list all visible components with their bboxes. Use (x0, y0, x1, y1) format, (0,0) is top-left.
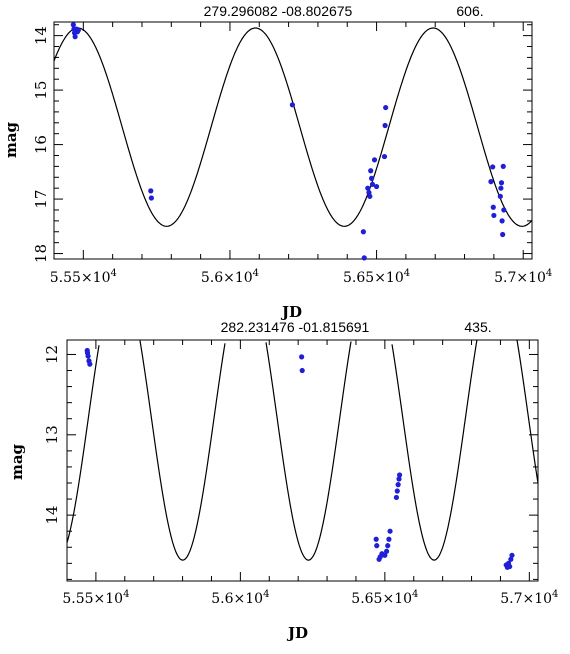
panel-1-model-curve (53, 27, 533, 227)
data-point (373, 183, 380, 190)
data-point (381, 153, 388, 160)
data-point (299, 367, 305, 374)
panel-1-data-points (70, 22, 507, 261)
data-point (70, 22, 76, 28)
data-point (369, 181, 376, 187)
panel-2-xlabel: JD (286, 624, 308, 642)
data-point (396, 476, 402, 482)
data-point (395, 482, 401, 488)
y-tick-label: 18 (32, 244, 50, 263)
x-tick-label: 5.65×104 (343, 268, 410, 286)
data-point (396, 472, 403, 478)
data-point (374, 543, 380, 549)
y-tick-label: 12 (43, 345, 61, 364)
data-point (508, 556, 514, 562)
data-point (383, 104, 389, 111)
data-point (382, 552, 388, 558)
panel-1-plot-frame (53, 21, 533, 260)
light-curve-panel-2: 282.231476 -01.815691 435. 12 13 14 5.55×1… (8, 319, 558, 642)
data-point (498, 185, 504, 191)
y-tick-label: 14 (43, 506, 61, 525)
data-point (368, 175, 375, 181)
x-tick-label: 5.7×104 (500, 589, 558, 607)
data-point (289, 102, 296, 108)
panel-2-title-coords: 282.231476 -01.815691 (221, 319, 370, 335)
panel-2-plot-frame (66, 339, 539, 582)
panel-2-ticks (66, 340, 538, 581)
data-point (385, 543, 391, 549)
data-point (509, 552, 515, 558)
data-point (371, 157, 378, 163)
data-point (394, 488, 400, 494)
data-point (500, 163, 506, 169)
data-point (499, 218, 505, 224)
panel-1-title-period: 606. (456, 3, 483, 19)
y-tick-label: 17 (32, 190, 50, 209)
data-point (360, 229, 366, 235)
panel-2-x-tick-labels: 5.55×104 5.6×104 5.65×104 5.7×104 (62, 589, 558, 607)
panel-2-model-curve (66, 339, 539, 561)
data-point (373, 536, 379, 542)
panel-1-ylabel: mag (2, 121, 20, 158)
x-tick-label: 5.6×104 (211, 589, 269, 607)
x-tick-label: 5.7×104 (494, 268, 552, 286)
panel-2-y-tick-labels: 12 13 14 (43, 345, 61, 525)
y-tick-label: 16 (32, 135, 50, 154)
panel-1-xlabel: JD (280, 303, 302, 321)
panel-2-ylabel: mag (8, 443, 26, 480)
data-point (75, 27, 81, 33)
data-point (87, 361, 93, 367)
data-point (490, 204, 496, 210)
data-point (387, 528, 393, 534)
data-point (507, 563, 513, 570)
data-point (72, 34, 78, 40)
panel-2-data-points (84, 347, 515, 570)
light-curve-panel-1: 279.296082 -08.802675 606. 14 15 16 17 18 5.… (2, 3, 552, 321)
panel-1-x-tick-labels: 5.55×104 5.6×104 5.65×104 5.7×104 (50, 268, 553, 286)
panel-1-title-coords: 279.296082 -08.802675 (204, 3, 353, 19)
data-point (386, 536, 392, 542)
y-tick-label: 15 (32, 81, 50, 100)
x-tick-label: 5.6×104 (201, 268, 259, 286)
data-point (498, 180, 505, 186)
panel-2-title-period: 435. (464, 319, 491, 335)
data-point (490, 164, 496, 170)
data-point (365, 185, 371, 191)
data-point (497, 193, 503, 199)
data-point (491, 212, 497, 219)
data-point (361, 255, 367, 261)
data-point (383, 548, 390, 554)
data-point (488, 179, 494, 185)
data-point (148, 195, 154, 201)
panel-1-y-tick-labels: 14 15 16 17 18 (32, 26, 50, 263)
data-point (393, 494, 400, 501)
data-point (382, 122, 388, 129)
x-tick-label: 5.65×104 (351, 589, 418, 607)
data-point (367, 193, 373, 199)
x-tick-label: 5.55×104 (62, 589, 129, 607)
y-tick-label: 13 (43, 425, 61, 444)
y-tick-label: 14 (32, 26, 50, 45)
data-point (501, 207, 507, 213)
data-point (84, 350, 91, 356)
x-tick-label: 5.55×104 (50, 268, 117, 286)
data-point (148, 188, 154, 194)
data-point (368, 168, 374, 174)
data-point (500, 231, 506, 238)
data-point (299, 354, 305, 360)
